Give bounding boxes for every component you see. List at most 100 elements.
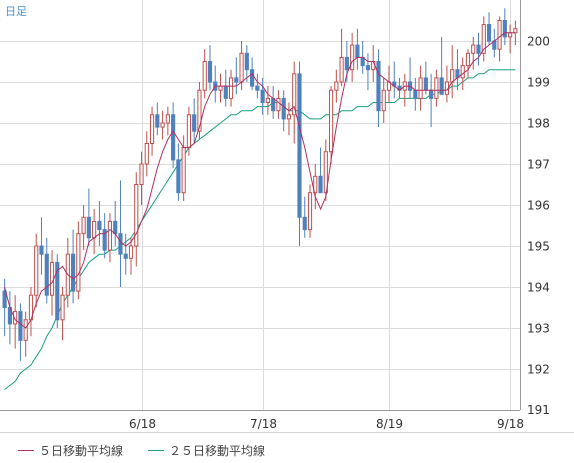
candle-down: [155, 114, 160, 128]
candle-down: [207, 61, 213, 83]
candle-up: [107, 220, 113, 251]
legend-item-ma5: ５日移動平均線: [18, 442, 123, 459]
candle-up: [286, 114, 292, 120]
candle-down: [365, 65, 371, 71]
candle-down: [429, 89, 434, 99]
candle-down: [102, 229, 107, 251]
candle-down: [118, 233, 123, 255]
candle-up: [323, 151, 328, 194]
candle-down: [86, 216, 91, 239]
candle-up: [165, 114, 170, 124]
candle-down: [39, 245, 44, 255]
candle-down: [413, 89, 418, 99]
candle-up: [481, 24, 486, 54]
candle-up: [471, 44, 476, 54]
candle-down: [97, 220, 102, 231]
candle-up: [92, 220, 97, 239]
chart-plot: 191 192 193 194 195 196 197 198 199 200 6/18 7/18 8…: [0, 0, 550, 431]
candle-up: [181, 147, 186, 194]
legend-swatch-ma25: [148, 450, 164, 451]
candle-up: [334, 81, 339, 91]
candle-down: [71, 253, 76, 292]
candle-up: [160, 122, 165, 128]
candle-up: [329, 89, 334, 153]
candle-down: [171, 114, 176, 161]
candle-down: [260, 89, 265, 103]
candle-up: [49, 261, 55, 296]
candle-down: [439, 77, 444, 95]
candle-up: [450, 69, 455, 83]
candle-up: [465, 52, 471, 67]
candle-up: [149, 114, 155, 145]
candle-up: [460, 65, 465, 79]
candle-up: [128, 245, 134, 259]
candle-down: [244, 52, 249, 71]
candle-up: [508, 32, 513, 38]
candle-down: [234, 77, 239, 83]
candle-up: [350, 44, 355, 71]
candle-up: [139, 163, 144, 185]
candle-down: [255, 85, 260, 91]
candle-down: [486, 24, 492, 42]
candle-down: [281, 97, 286, 120]
candle-up: [76, 233, 81, 292]
legend-label-ma25: ２５日移動平均線: [169, 444, 266, 458]
legend-swatch-ma5: [18, 450, 34, 451]
candle-up: [265, 97, 270, 104]
candle-up: [81, 216, 86, 235]
y-tick-label: 199: [527, 76, 550, 90]
candle-up: [497, 20, 502, 50]
ma5-line: [4, 32, 516, 329]
legend-item-ma25: ２５日移動平均線: [148, 442, 265, 459]
candle-up: [339, 56, 344, 83]
candle-down: [318, 175, 323, 194]
y-tick-label: 194: [527, 281, 550, 295]
candle-up: [239, 52, 244, 83]
candle-up: [434, 77, 439, 99]
candle-down: [192, 114, 197, 132]
candle-up: [186, 114, 191, 149]
y-tick-label: 192: [527, 363, 550, 377]
candle-down: [2, 290, 7, 309]
candle-up: [34, 245, 39, 296]
candle-up: [144, 143, 149, 165]
x-tick-label: 7/18: [250, 417, 277, 431]
y-tick-label: 200: [527, 35, 550, 49]
candle-up: [197, 89, 202, 132]
candle-up: [513, 28, 518, 34]
x-tick-label: 8/19: [376, 417, 403, 431]
x-tick-label: 9/18: [497, 417, 524, 431]
y-tick-label: 198: [527, 117, 550, 131]
period-label: 日足: [5, 5, 27, 18]
grid-lines: [0, 0, 520, 411]
candle-down: [250, 69, 255, 87]
y-tick-label: 191: [527, 403, 550, 417]
candle-up: [418, 77, 423, 99]
candle-down: [302, 216, 307, 231]
candle-down: [271, 97, 276, 112]
candle-up: [218, 85, 223, 91]
candle-down: [18, 311, 23, 341]
candle-up: [13, 311, 18, 325]
candle-up: [381, 89, 386, 112]
candle-down: [344, 56, 349, 71]
ma5-line-layer: [4, 32, 516, 329]
candle-down: [297, 73, 302, 218]
y-tick-label: 193: [527, 322, 550, 336]
candle-up: [228, 77, 234, 99]
candle-down: [113, 220, 118, 235]
candle-down: [176, 159, 181, 194]
candle-down: [44, 253, 49, 296]
candle-down: [502, 20, 507, 38]
candle-down: [123, 253, 128, 259]
x-axis-ticks: 6/18 7/18 8/19 9/18: [129, 417, 524, 431]
legend-label-ma5: ５日移動平均線: [39, 444, 124, 458]
x-tick-label: 6/18: [129, 417, 156, 431]
candle-down: [355, 44, 360, 58]
candle-up: [292, 73, 297, 116]
candle-up: [313, 175, 318, 194]
candle-down: [476, 44, 481, 54]
candle-up: [307, 192, 313, 231]
y-axis-ticks: 191 192 193 194 195 196 197 198 199 200: [527, 35, 550, 418]
